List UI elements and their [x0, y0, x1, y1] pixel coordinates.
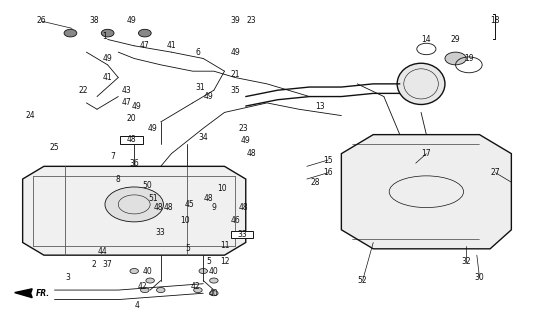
Text: 49: 49	[230, 48, 240, 57]
Text: 50: 50	[143, 181, 152, 190]
Text: 23: 23	[246, 16, 256, 25]
Text: 40: 40	[209, 289, 219, 298]
Text: 48: 48	[238, 203, 248, 212]
Polygon shape	[14, 289, 32, 298]
Circle shape	[210, 291, 218, 296]
Text: 41: 41	[167, 41, 176, 50]
Text: FR.: FR.	[36, 289, 50, 298]
Polygon shape	[22, 166, 246, 255]
Text: 20: 20	[127, 114, 136, 123]
Text: 9: 9	[211, 203, 216, 212]
Text: 33: 33	[237, 230, 247, 239]
Text: 34: 34	[198, 133, 208, 142]
Text: 32: 32	[461, 257, 471, 266]
Text: 47: 47	[121, 99, 131, 108]
Text: 3: 3	[65, 273, 70, 282]
Text: 43: 43	[121, 86, 131, 95]
Circle shape	[64, 29, 77, 37]
Text: 26: 26	[36, 16, 46, 25]
Text: 15: 15	[323, 156, 333, 164]
Text: 10: 10	[217, 184, 226, 193]
Text: 48: 48	[204, 194, 214, 203]
Text: 35: 35	[230, 86, 240, 95]
Circle shape	[194, 288, 202, 292]
Text: 21: 21	[230, 70, 240, 79]
Text: 27: 27	[491, 168, 500, 177]
Text: 49: 49	[148, 124, 158, 133]
Text: 28: 28	[310, 178, 319, 187]
Text: 13: 13	[315, 101, 325, 111]
Text: 12: 12	[220, 257, 229, 266]
Text: 33: 33	[156, 228, 166, 237]
Text: 36: 36	[129, 159, 139, 168]
Circle shape	[105, 187, 163, 222]
Text: 48: 48	[246, 149, 256, 158]
Text: 11: 11	[220, 241, 229, 250]
Text: 29: 29	[451, 35, 460, 44]
Circle shape	[199, 268, 208, 274]
Text: 10: 10	[180, 216, 190, 225]
Circle shape	[146, 278, 154, 283]
Text: 18: 18	[491, 16, 500, 25]
Text: 40: 40	[143, 267, 152, 276]
Polygon shape	[341, 135, 512, 249]
Text: 1: 1	[103, 32, 107, 41]
Text: 39: 39	[230, 16, 240, 25]
Text: 42: 42	[191, 282, 200, 292]
Text: 31: 31	[196, 83, 206, 92]
Circle shape	[138, 29, 151, 37]
Text: 52: 52	[358, 276, 367, 285]
Text: 5: 5	[206, 257, 211, 266]
Text: 37: 37	[103, 260, 113, 269]
Text: 51: 51	[148, 194, 158, 203]
Circle shape	[210, 278, 218, 283]
Text: 49: 49	[241, 136, 250, 146]
Text: 14: 14	[421, 35, 431, 44]
Circle shape	[101, 29, 114, 37]
FancyBboxPatch shape	[120, 136, 143, 144]
Circle shape	[156, 288, 165, 292]
Circle shape	[445, 52, 466, 65]
Text: 23: 23	[238, 124, 248, 133]
Text: 45: 45	[185, 200, 195, 209]
Text: 49: 49	[132, 101, 142, 111]
Text: 8: 8	[116, 174, 121, 184]
Text: 22: 22	[79, 86, 89, 95]
Text: 48: 48	[164, 203, 174, 212]
Text: 47: 47	[140, 41, 150, 50]
Ellipse shape	[397, 63, 445, 105]
Text: 17: 17	[421, 149, 431, 158]
Text: 4: 4	[135, 301, 139, 310]
Text: 2: 2	[92, 260, 97, 269]
Text: 40: 40	[209, 267, 219, 276]
Text: 48: 48	[153, 203, 163, 212]
Text: 16: 16	[323, 168, 333, 177]
Text: 49: 49	[203, 92, 214, 101]
Text: 25: 25	[50, 143, 59, 152]
Text: 49: 49	[127, 16, 136, 25]
Text: 19: 19	[464, 54, 474, 63]
Text: 42: 42	[137, 282, 147, 292]
Text: 46: 46	[230, 216, 240, 225]
Circle shape	[130, 268, 138, 274]
Text: 48: 48	[127, 135, 136, 144]
Text: 38: 38	[90, 16, 99, 25]
Circle shape	[140, 288, 149, 292]
FancyBboxPatch shape	[231, 231, 253, 238]
Text: 7: 7	[111, 152, 115, 161]
Text: 49: 49	[103, 54, 113, 63]
Text: 5: 5	[185, 244, 190, 253]
Text: 41: 41	[103, 73, 113, 82]
Text: 6: 6	[195, 48, 200, 57]
Text: 24: 24	[26, 111, 35, 120]
Text: 30: 30	[475, 273, 484, 282]
Text: 44: 44	[97, 247, 107, 257]
